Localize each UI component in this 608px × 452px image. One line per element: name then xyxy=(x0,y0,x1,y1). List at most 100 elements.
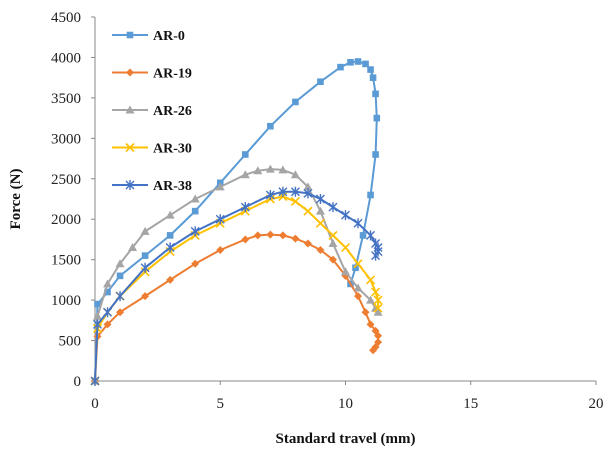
y-tick-label: 4000 xyxy=(51,50,81,66)
data-point xyxy=(128,243,138,252)
y-tick-label: 2000 xyxy=(51,212,81,228)
data-point xyxy=(362,60,369,68)
data-point xyxy=(353,283,363,292)
data-point xyxy=(191,259,200,268)
data-point xyxy=(367,191,374,199)
data-point xyxy=(278,186,288,197)
data-point xyxy=(347,58,354,66)
x-tick-label: 10 xyxy=(338,396,353,412)
legend-label: AR-38 xyxy=(153,179,192,194)
series-line xyxy=(94,168,379,382)
data-point xyxy=(303,206,313,216)
data-point xyxy=(340,242,351,253)
data-point xyxy=(365,275,376,285)
chart-series xyxy=(90,58,383,386)
data-point xyxy=(215,182,225,191)
data-point xyxy=(190,194,200,203)
data-point xyxy=(242,151,249,158)
series-group xyxy=(90,164,383,385)
y-axis-title: Force (N) xyxy=(8,169,24,230)
legend-marker xyxy=(126,68,134,77)
legend-label: AR-30 xyxy=(153,142,192,157)
data-point xyxy=(303,239,312,248)
data-point xyxy=(353,218,363,229)
data-point xyxy=(374,331,383,340)
data-point xyxy=(369,74,377,81)
data-point xyxy=(373,307,383,316)
series-group xyxy=(90,186,383,386)
data-point xyxy=(372,90,379,98)
legend-entry: AR-19 xyxy=(112,67,192,82)
data-point xyxy=(241,235,250,244)
data-point xyxy=(216,245,225,254)
legend-marker xyxy=(126,31,134,39)
data-point xyxy=(93,311,103,320)
y-tick-label: 1500 xyxy=(51,253,81,269)
data-point xyxy=(291,234,300,243)
data-point xyxy=(115,259,125,268)
data-point xyxy=(116,308,125,317)
data-point xyxy=(292,98,299,106)
data-point xyxy=(115,291,125,302)
data-point xyxy=(253,166,263,175)
data-point xyxy=(372,151,379,158)
data-point xyxy=(373,114,381,122)
x-tick-label: 0 xyxy=(91,396,99,412)
data-point xyxy=(367,66,374,73)
data-point xyxy=(328,255,337,264)
data-point xyxy=(328,230,338,240)
data-point xyxy=(303,188,313,199)
legend-label: AR-26 xyxy=(153,104,192,119)
data-point xyxy=(240,202,250,213)
y-tick-label: 4500 xyxy=(51,10,81,26)
y-tick-label: 500 xyxy=(59,334,82,350)
series-group xyxy=(91,58,381,385)
data-point xyxy=(140,262,150,273)
data-point xyxy=(373,295,383,305)
data-point xyxy=(316,245,325,254)
data-point xyxy=(315,218,326,228)
data-point xyxy=(315,206,325,215)
data-point xyxy=(278,231,287,240)
data-point xyxy=(191,207,199,215)
x-tick-label: 20 xyxy=(589,396,604,412)
y-tick-label: 3500 xyxy=(51,91,81,107)
data-point xyxy=(141,252,149,259)
data-point xyxy=(366,295,376,304)
data-point xyxy=(165,242,175,253)
data-point xyxy=(361,308,370,317)
y-tick-label: 0 xyxy=(74,374,82,390)
data-point xyxy=(352,264,359,272)
data-point xyxy=(190,226,200,237)
data-point xyxy=(265,164,275,173)
data-point xyxy=(290,186,300,197)
data-point xyxy=(103,307,113,318)
data-point xyxy=(165,210,175,219)
legend-entry: AR-30 xyxy=(112,142,192,157)
data-point xyxy=(93,319,102,330)
x-tick-label: 5 xyxy=(217,396,225,412)
legend-entry: AR-26 xyxy=(112,104,192,119)
data-point xyxy=(353,259,363,269)
legend-marker xyxy=(125,105,135,114)
data-point xyxy=(303,182,313,191)
data-point xyxy=(267,122,274,130)
series-line xyxy=(94,190,380,382)
data-point xyxy=(290,196,300,206)
data-point xyxy=(141,292,150,301)
legend-label: AR-0 xyxy=(153,29,185,44)
data-point xyxy=(140,226,150,235)
series-line xyxy=(94,195,380,382)
legend-marker xyxy=(125,180,135,190)
data-point xyxy=(94,300,101,308)
data-point xyxy=(278,165,288,174)
data-point xyxy=(90,376,100,386)
data-point xyxy=(104,288,111,296)
data-point xyxy=(266,230,275,239)
series-line xyxy=(94,233,380,382)
y-tick-label: 1000 xyxy=(51,293,81,309)
chart-legend: AR-0 AR-19 AR-26 AR-30 AR-38 xyxy=(112,29,192,194)
data-point xyxy=(341,267,350,276)
legend-marker xyxy=(125,142,135,153)
